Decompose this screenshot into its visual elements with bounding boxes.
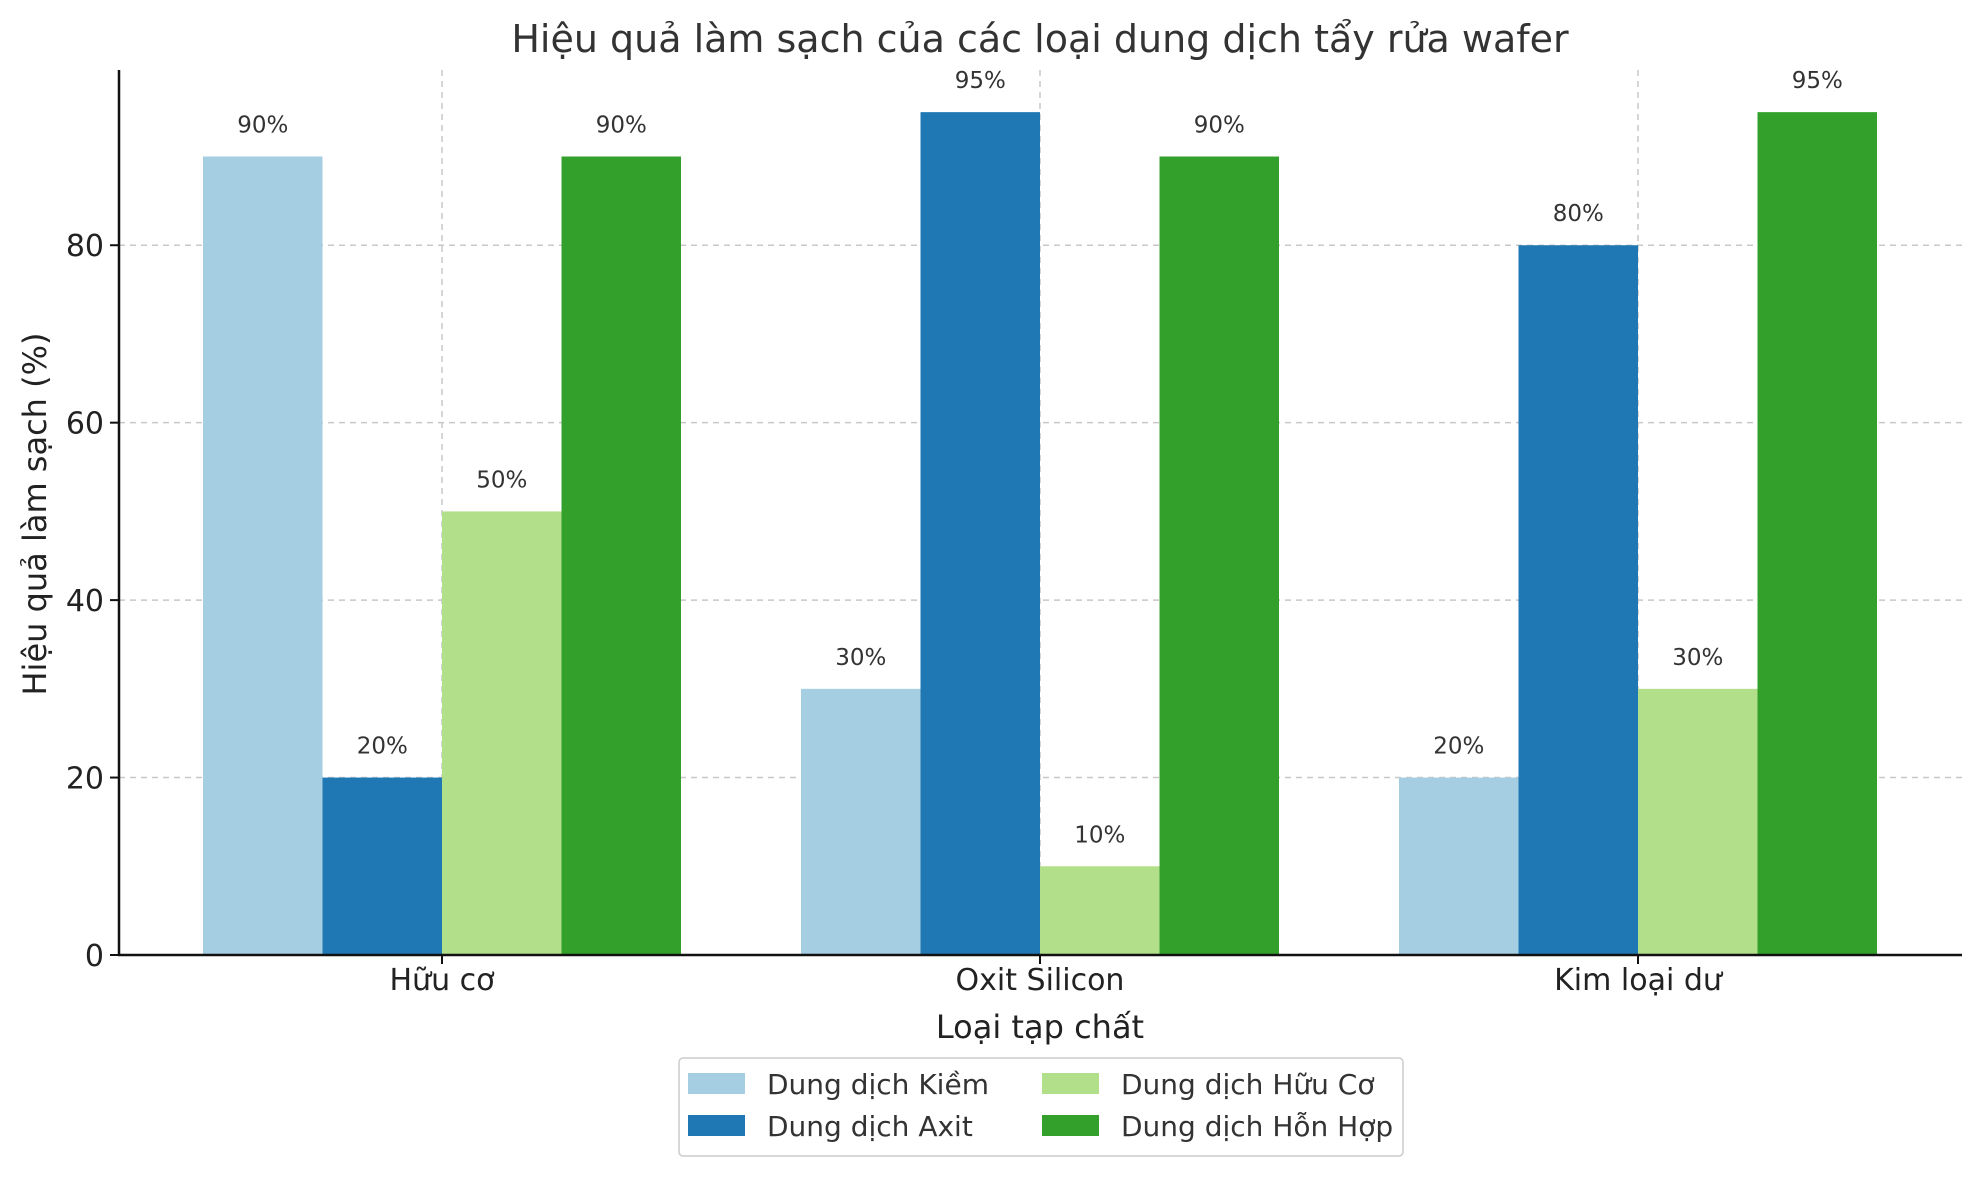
bar	[1040, 866, 1160, 955]
bar	[1638, 688, 1758, 955]
data-label: 50%	[476, 467, 527, 493]
legend-swatch	[688, 1115, 745, 1136]
legend-swatch	[1042, 1073, 1099, 1094]
bars	[203, 112, 1877, 955]
bar	[322, 777, 442, 955]
legend-label: Dung dịch Kiềm	[767, 1068, 989, 1101]
x-tick-label: Hữu cơ	[390, 963, 496, 998]
data-label: 20%	[357, 734, 408, 760]
y-axis-title: Hiệu quả làm sạch (%)	[16, 332, 54, 695]
legend-label: Dung dịch Hữu Cơ	[1121, 1068, 1374, 1101]
legend-swatch	[1042, 1115, 1099, 1136]
y-ticks: 0 20 40 60 80	[66, 229, 119, 974]
y-tick-label: 40	[66, 584, 104, 619]
bar	[1518, 245, 1638, 955]
legend-box	[678, 1057, 1404, 1157]
data-label: 95%	[1792, 68, 1843, 94]
bar	[801, 688, 921, 955]
chart-title: Hiệu quả làm sạch của các loại dung dịch…	[511, 17, 1569, 61]
legend-label: Dung dịch Hỗn Hợp	[1121, 1110, 1393, 1143]
y-tick-label: 80	[66, 229, 104, 264]
bar	[1399, 777, 1519, 955]
data-label: 95%	[955, 68, 1006, 94]
legend-swatch	[688, 1073, 745, 1094]
bar	[1159, 156, 1279, 955]
y-tick-label: 0	[85, 939, 104, 974]
bar	[1757, 112, 1877, 955]
data-label: 10%	[1074, 822, 1125, 848]
legend: Dung dịch Kiềm Dung dịch Axit Dung dịch Hữ…	[678, 1057, 1404, 1157]
x-tick-label: Kim loại dư	[1554, 963, 1724, 998]
bar	[442, 511, 562, 955]
bar	[203, 156, 323, 955]
x-ticks: Hữu cơ Oxit Silicon Kim loại dư	[390, 955, 1724, 998]
data-labels: 90% 30% 20% 20% 95% 80% 50% 10% 30% 90% 90% 95%	[237, 68, 1843, 848]
x-axis-title: Loại tạp chất	[936, 1008, 1144, 1046]
data-label: 90%	[237, 113, 288, 139]
x-tick-label: Oxit Silicon	[956, 963, 1125, 998]
data-label: 90%	[596, 113, 647, 139]
bar	[561, 156, 681, 955]
data-label: 30%	[835, 645, 886, 671]
y-tick-label: 20	[66, 762, 104, 797]
data-label: 90%	[1194, 113, 1245, 139]
legend-label: Dung dịch Axit	[767, 1110, 973, 1143]
bar	[920, 112, 1040, 955]
y-tick-label: 60	[66, 407, 104, 442]
data-label: 80%	[1553, 201, 1604, 227]
data-label: 30%	[1672, 645, 1723, 671]
data-label: 20%	[1433, 734, 1484, 760]
